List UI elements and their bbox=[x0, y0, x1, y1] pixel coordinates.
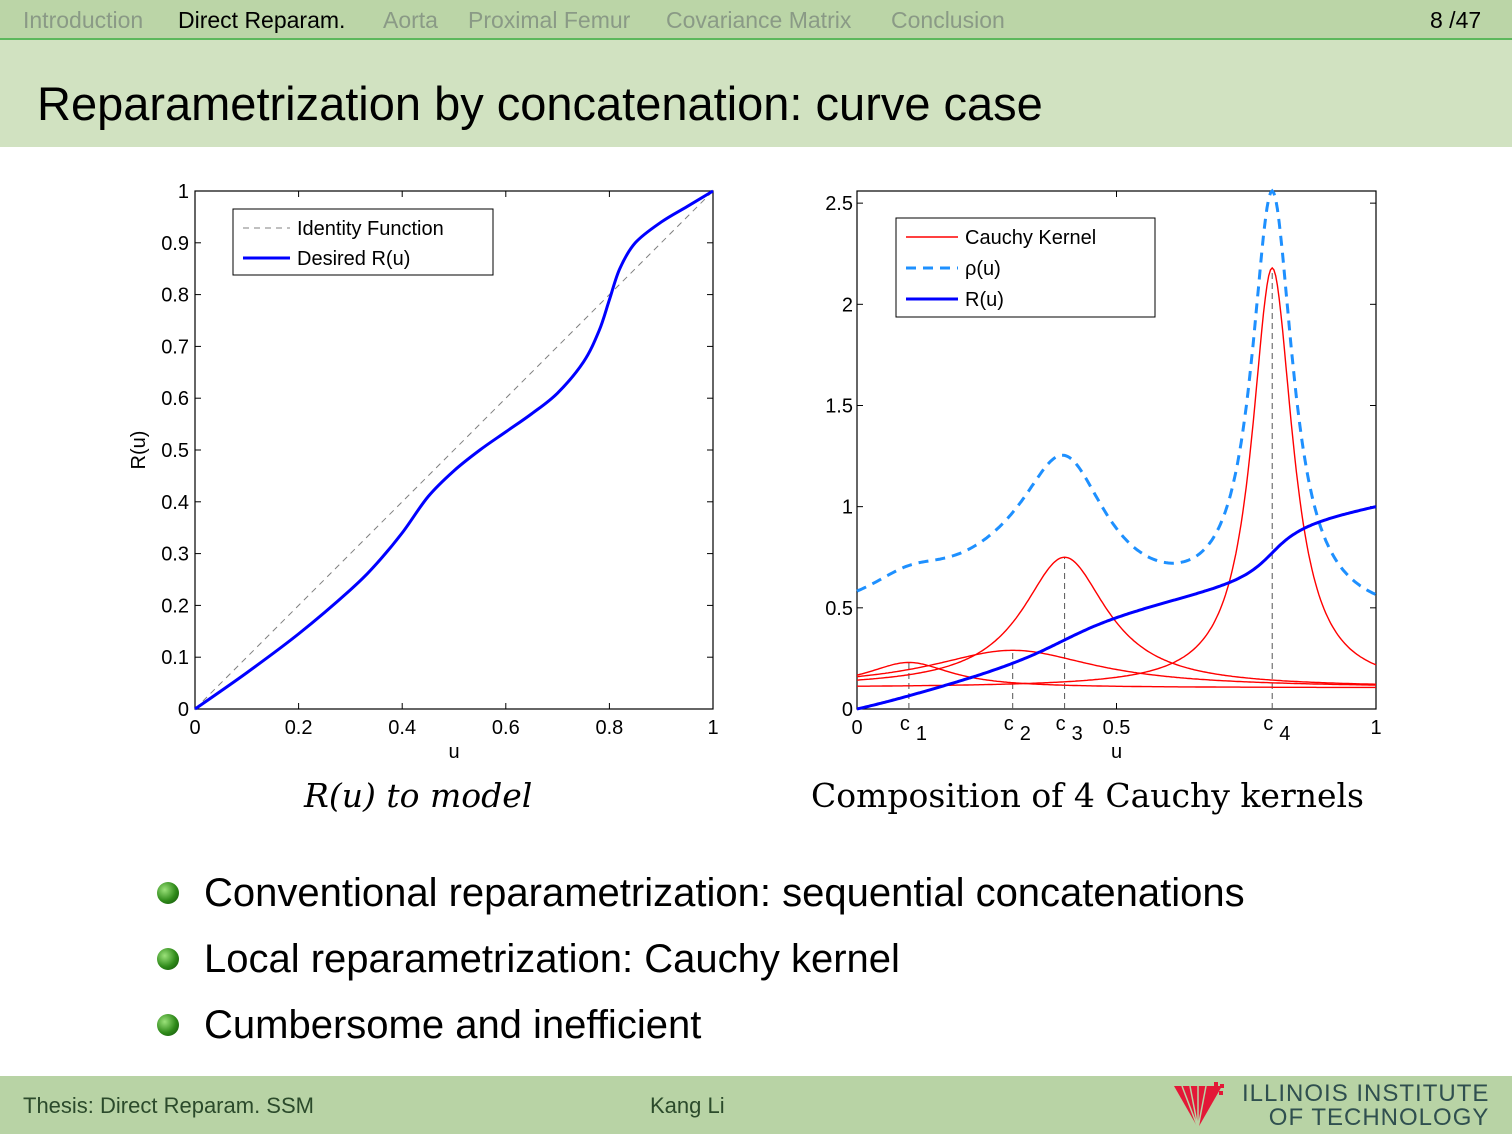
title-band bbox=[0, 40, 1512, 147]
rho-line bbox=[856, 188, 1377, 596]
cauchy-kernel-line bbox=[856, 661, 1376, 689]
footer-author: Kang Li bbox=[650, 1093, 725, 1118]
kernel-center-subscript: 2 bbox=[1020, 723, 1031, 745]
kernel-center-subscript: 4 bbox=[1279, 723, 1290, 745]
y-tick-label: 0.2 bbox=[161, 595, 189, 617]
nav-aorta[interactable]: Aorta bbox=[383, 7, 438, 33]
kernel-center-label: c bbox=[1056, 713, 1066, 735]
y-tick-label: 0.1 bbox=[161, 647, 189, 669]
iit-logo-icon bbox=[1174, 1082, 1224, 1129]
x-tick-label: 0.5 bbox=[1103, 717, 1131, 739]
left-legend bbox=[232, 208, 494, 276]
y-axis-label: R(u) bbox=[128, 431, 150, 470]
identity-line bbox=[194, 190, 714, 710]
bullet-text: Conventional reparametrization: sequenti… bbox=[204, 871, 1245, 915]
iit-logo-text: ILLINOIS INSTITUTE OF TECHNOLOGY bbox=[1242, 1080, 1490, 1131]
footer: Thesis: Direct Reparam. SSM Kang Li ILLI… bbox=[0, 1076, 1512, 1134]
footer-thesis: Thesis: Direct Reparam. SSM bbox=[23, 1093, 314, 1118]
x-tick-label: 0.8 bbox=[595, 717, 623, 739]
bullet-text: Cumbersome and inefficient bbox=[204, 1003, 702, 1047]
kernel-center-subscript: 3 bbox=[1072, 723, 1083, 745]
section-navigation: Introduction Direct Reparam. Aorta Proxi… bbox=[0, 0, 1512, 40]
caption-left: R(u) to model bbox=[304, 776, 533, 815]
cauchy-kernel-line bbox=[856, 649, 1377, 686]
y-tick-label: 0 bbox=[842, 699, 853, 721]
y-tick-label: 0.6 bbox=[161, 388, 189, 410]
legend-identity-label: Identity Function bbox=[297, 218, 444, 240]
nav-direct-reparam[interactable]: Direct Reparam. bbox=[178, 7, 346, 33]
legend-kernel-label: Cauchy Kernel bbox=[965, 227, 1096, 249]
bullet-item: Conventional reparametrization: sequenti… bbox=[155, 868, 1245, 934]
desired-r-line bbox=[194, 189, 714, 711]
bullet-ball-icon bbox=[157, 882, 179, 904]
nav-covariance-matrix[interactable]: Covariance Matrix bbox=[666, 7, 852, 33]
x-axis-label: u bbox=[448, 741, 459, 763]
bullet-ball-icon bbox=[157, 948, 179, 970]
x-tick-label: 0 bbox=[189, 717, 200, 739]
kernel-center-label: c bbox=[1263, 713, 1273, 735]
nav-conclusion[interactable]: Conclusion bbox=[891, 7, 1005, 33]
y-tick-label: 0.3 bbox=[161, 544, 189, 566]
y-tick-label: 0.9 bbox=[161, 233, 189, 255]
y-tick-label: 0.5 bbox=[825, 598, 853, 620]
x-tick-label: 0.6 bbox=[492, 717, 520, 739]
bullet-list: Conventional reparametrization: sequenti… bbox=[155, 868, 1245, 1066]
x-tick-label: 1 bbox=[707, 717, 718, 739]
x-tick-label: 1 bbox=[1370, 717, 1381, 739]
y-tick-label: 0.7 bbox=[161, 336, 189, 358]
y-tick-label: 2.5 bbox=[825, 193, 853, 215]
x-axis-label: u bbox=[1111, 741, 1122, 763]
kernel-center-subscript: 1 bbox=[916, 723, 927, 745]
kernel-center-label: c bbox=[900, 713, 910, 735]
y-tick-label: 0.8 bbox=[161, 285, 189, 307]
x-tick-label: 0 bbox=[851, 717, 862, 739]
y-tick-label: 0.5 bbox=[161, 440, 189, 462]
page-number: 8 /47 bbox=[1430, 7, 1482, 33]
bullet-item: Local reparametrization: Cauchy kernel bbox=[155, 934, 1245, 1000]
caption-right: Composition of 4 Cauchy kernels bbox=[811, 776, 1364, 815]
x-tick-label: 0.2 bbox=[285, 717, 313, 739]
y-tick-label: 2 bbox=[842, 294, 853, 316]
r-line bbox=[856, 505, 1377, 711]
kernel-center-label: c bbox=[1004, 713, 1014, 735]
nav-introduction[interactable]: Introduction bbox=[23, 7, 144, 33]
legend-r-label: R(u) bbox=[965, 289, 1004, 311]
legend-rho-label: ρ(u) bbox=[965, 258, 1001, 280]
bullet-item: Cumbersome and inefficient bbox=[155, 1000, 1245, 1066]
bullet-text: Local reparametrization: Cauchy kernel bbox=[204, 937, 900, 981]
nav-proximal-femur[interactable]: Proximal Femur bbox=[468, 7, 631, 33]
y-tick-label: 1 bbox=[842, 497, 853, 519]
y-tick-label: 0.4 bbox=[161, 492, 189, 514]
x-tick-label: 0.4 bbox=[388, 717, 416, 739]
y-tick-label: 1 bbox=[178, 181, 189, 203]
slide-title: Reparametrization by concatenation: curv… bbox=[37, 77, 1043, 130]
y-tick-label: 1.5 bbox=[825, 395, 853, 417]
bullet-ball-icon bbox=[157, 1014, 179, 1036]
legend-desired-label: Desired R(u) bbox=[297, 248, 410, 270]
y-tick-label: 0 bbox=[178, 699, 189, 721]
cauchy-kernel-line bbox=[856, 556, 1376, 685]
